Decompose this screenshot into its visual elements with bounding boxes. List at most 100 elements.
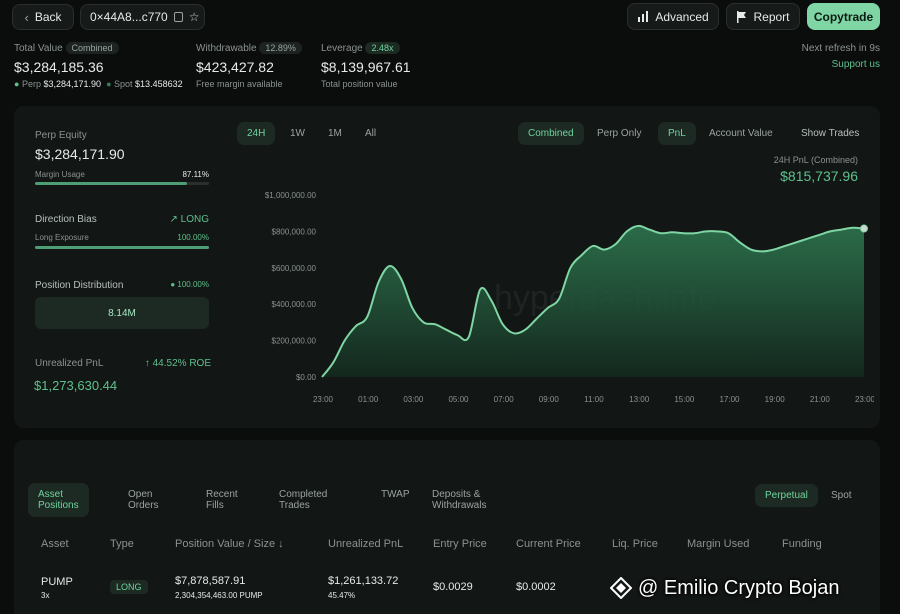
margin-usage-value: 87.11% — [182, 170, 209, 179]
wallet-address: 0×44A8...c770 — [90, 10, 168, 24]
copy-icon[interactable] — [173, 12, 183, 22]
header-liq-price[interactable]: Liq. Price — [612, 538, 658, 550]
range-24h-label: 24H — [247, 128, 266, 139]
x-tick-label: 13:00 — [629, 395, 650, 404]
x-tick-label: 15:00 — [674, 395, 695, 404]
header-current-price[interactable]: Current Price — [516, 538, 581, 550]
show-trades-button[interactable]: Show Trades — [791, 122, 869, 145]
tab-open-orders[interactable]: Open Orders — [128, 489, 159, 511]
position-distribution-value-wrap: ● 100.00% — [154, 280, 209, 289]
header-position-value[interactable]: Position Value / Size ↓ — [175, 538, 284, 550]
perp-equity-label: Perp Equity — [35, 130, 87, 141]
metric-pnl[interactable]: PnL — [658, 122, 696, 145]
row-type: LONG — [116, 582, 142, 592]
direction-bias-value: LONG — [180, 214, 209, 225]
spot-label: Spot — [114, 79, 133, 89]
spot-value: $13.458632 — [135, 79, 183, 89]
leverage-label: Leverage — [321, 43, 363, 54]
advanced-label: Advanced — [655, 9, 709, 24]
star-icon[interactable]: ☆ — [188, 10, 200, 24]
pnl-label: 24H PnL (Combined) — [773, 155, 858, 165]
leverage-value: $8,139,967.61 — [321, 59, 411, 75]
header-type[interactable]: Type — [110, 538, 134, 550]
x-tick-label: 21:00 — [810, 395, 831, 404]
total-value-label: Total Value — [14, 43, 63, 54]
flag-icon — [737, 10, 747, 23]
row-unrealized-pnl: $1,261,133.72 — [328, 575, 399, 587]
roe-wrap: ↑ 44.52% ROE — [139, 358, 211, 369]
range-all[interactable]: All — [355, 122, 386, 145]
margin-usage-bar — [35, 182, 209, 185]
withdrawable-value: $423,427.82 — [196, 59, 274, 75]
header-unrealized-pnl[interactable]: Unrealized PnL — [328, 538, 403, 550]
combined-badge: Combined — [65, 42, 119, 54]
header-asset-label: Asset — [41, 538, 69, 550]
tab-completed-trades[interactable]: Completed Trades — [279, 489, 328, 511]
x-tick-label: 07:00 — [494, 395, 515, 404]
pnl-value: $815,737.96 — [780, 168, 858, 184]
distribution-box: 8.14M — [35, 297, 209, 329]
copytrade-button[interactable]: Copytrade — [807, 3, 880, 30]
market-tab-spot[interactable]: Spot — [821, 484, 862, 507]
positions-panel: Asset Positions Open Orders Recent Fills Co… — [14, 440, 880, 614]
direction-bias-value-wrap: ↗ LONG — [164, 214, 209, 225]
y-tick-label: $800,000.00 — [272, 227, 317, 236]
diamond-logo-icon — [610, 577, 632, 599]
position-distribution-value: 100.00% — [177, 280, 209, 289]
metric-account-value[interactable]: Account Value — [699, 122, 783, 145]
position-distribution-label: Position Distribution — [35, 280, 124, 291]
address-chip[interactable]: 0×44A8...c770 ☆ — [80, 4, 205, 30]
refresh-text: Next refresh in 9s — [801, 43, 880, 54]
withdrawable-label: Withdrawable — [196, 43, 257, 54]
unrealized-pnl-label: Unrealized PnL — [35, 358, 104, 369]
header-entry-price-label: Entry Price — [433, 538, 487, 550]
leverage-sub: Total position value — [321, 79, 398, 89]
range-24h[interactable]: 24H — [237, 122, 276, 145]
leverage-block: Leverage 2.48x $8,139,967.61 Total posit… — [321, 42, 411, 89]
long-exposure-value: 100.00% — [177, 233, 209, 242]
header-current-price-label: Current Price — [516, 538, 581, 550]
report-label: Report — [753, 9, 790, 24]
row-size: 2,304,354,463.00 PUMP — [175, 591, 263, 600]
support-link[interactable]: Support us — [831, 59, 880, 70]
header-funding[interactable]: Funding — [782, 538, 822, 550]
row-entry-price: $0.0029 — [433, 581, 473, 593]
margin-usage-fill — [35, 182, 187, 185]
last-point-marker[interactable] — [860, 224, 868, 233]
header-margin-used-label: Margin Used — [687, 538, 750, 550]
back-button[interactable]: ‹ Back — [12, 4, 74, 30]
x-tick-label: 09:00 — [539, 395, 560, 404]
pnl-chart: $0.00 $200,000.00 $400,000.00 $600,000.00 $8… — [265, 191, 874, 404]
x-tick-label: 03:00 — [403, 395, 424, 404]
total-value-block: Total Value Combined $3,284,185.36 ● Per… — [14, 42, 183, 89]
copytrade-label: Copytrade — [813, 9, 874, 24]
range-1m[interactable]: 1M — [318, 122, 352, 145]
header-entry-price[interactable]: Entry Price — [433, 538, 487, 550]
row-pnl-percent: 45.47% — [328, 591, 356, 600]
y-tick-label: $0.00 — [296, 373, 317, 382]
row-asset: PUMP — [41, 576, 73, 588]
row-position-value: $7,878,587.91 — [175, 575, 246, 587]
row-leverage: 3x — [41, 591, 50, 600]
market-tab-perpetual[interactable]: Perpetual — [755, 484, 818, 507]
x-tick-label: 19:00 — [765, 395, 786, 404]
perp-value: $3,284,171.90 — [43, 79, 102, 89]
y-tick-label: $600,000.00 — [272, 264, 317, 273]
tab-asset-positions[interactable]: Asset Positions — [28, 483, 89, 517]
x-tick-label: 11:00 — [584, 395, 604, 404]
header-asset[interactable]: Asset — [41, 538, 69, 550]
metric-pnl-label: PnL — [668, 128, 686, 139]
tab-twap[interactable]: TWAP — [381, 489, 410, 500]
mode-perp-only[interactable]: Perp Only — [587, 122, 651, 145]
withdrawable-sub: Free margin available — [196, 79, 283, 89]
perp-label: Perp — [21, 79, 41, 89]
tab-deposits-withdrawals[interactable]: Deposits & Withdrawals — [432, 489, 487, 511]
x-tick-label: 01:00 — [358, 395, 379, 404]
header-margin-used[interactable]: Margin Used — [687, 538, 749, 550]
mode-combined[interactable]: Combined — [518, 122, 584, 145]
range-1w[interactable]: 1W — [280, 122, 315, 145]
tab-recent-fills[interactable]: Recent Fills — [206, 489, 238, 511]
advanced-button[interactable]: Advanced — [627, 3, 719, 30]
unrealized-pnl-value: $1,273,630.44 — [34, 378, 118, 393]
report-button[interactable]: Report — [726, 3, 800, 30]
